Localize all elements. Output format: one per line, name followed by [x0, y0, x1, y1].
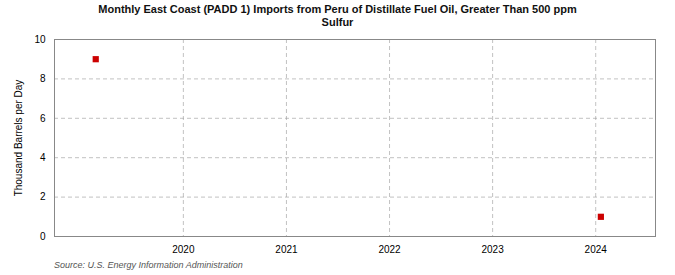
svg-text:4: 4 [40, 152, 46, 163]
svg-text:0: 0 [40, 231, 46, 242]
svg-text:2023: 2023 [481, 244, 504, 255]
html-text:Source: U.S. Energy Informatio: Source: U.S. Energy Information Administ… [54, 260, 243, 271]
svg-text:2022: 2022 [378, 244, 401, 255]
svg-text:6: 6 [40, 113, 46, 124]
svg-text:2020: 2020 [172, 244, 195, 255]
svg-text:2021: 2021 [275, 244, 298, 255]
svg-text:2: 2 [40, 192, 46, 203]
svg-text:8: 8 [40, 73, 46, 84]
svg-text:10: 10 [34, 34, 46, 45]
svg-text:Thousand Barrels per Day: Thousand Barrels per Day [13, 80, 24, 197]
html-text:Monthly East Coast (PADD 1) Im: Monthly East Coast (PADD 1) Imports from… [98, 3, 577, 29]
svg-text:2024: 2024 [585, 244, 608, 255]
